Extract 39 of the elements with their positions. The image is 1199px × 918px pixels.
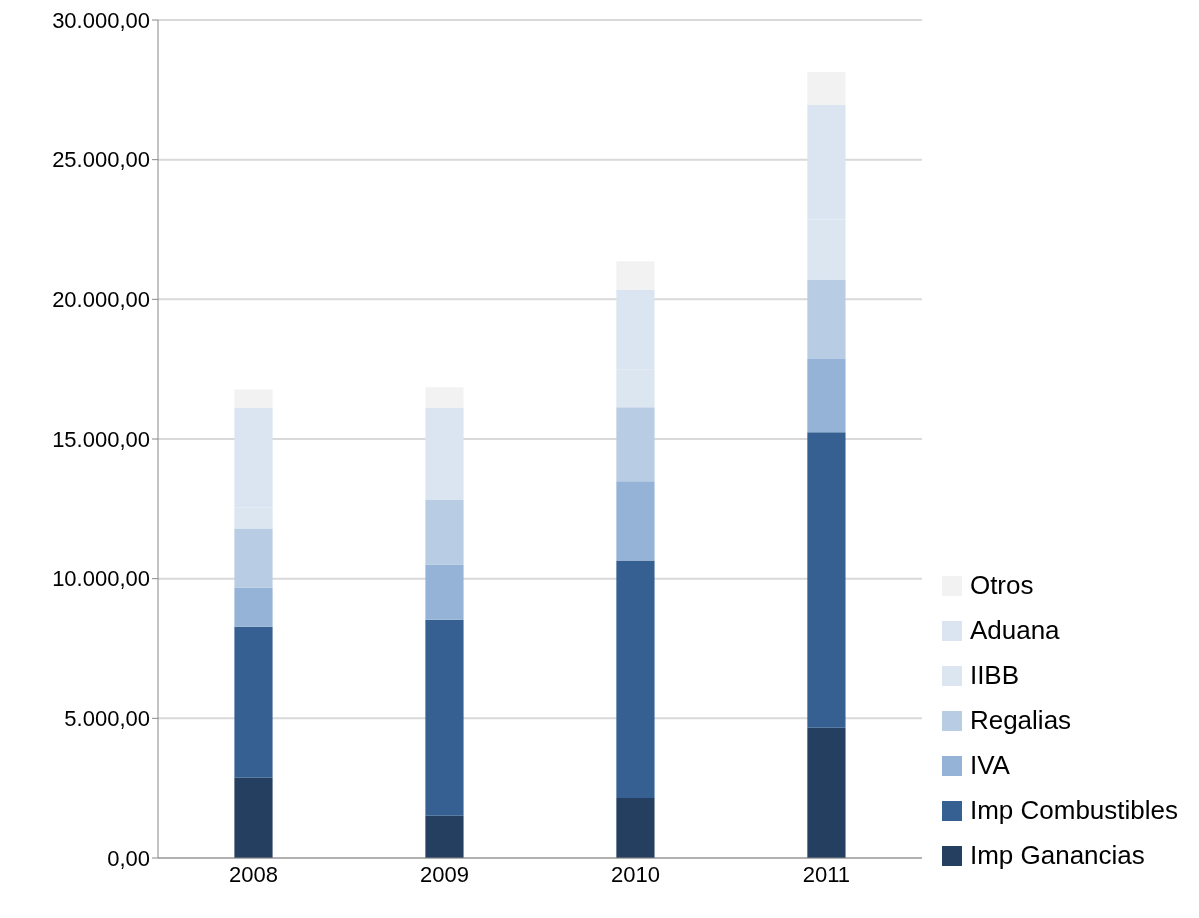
- legend-label: IIBB: [969, 660, 1020, 691]
- bar: [425, 619, 464, 816]
- bar: [425, 387, 464, 408]
- bar: [807, 359, 846, 433]
- bar: [425, 564, 464, 620]
- bar: [425, 499, 464, 565]
- bar: [234, 528, 273, 588]
- bar: [616, 407, 655, 482]
- bar: [234, 777, 273, 858]
- legend-label: Imp Ganancias: [969, 840, 1145, 871]
- y-tick-label: 0,00: [107, 845, 150, 871]
- x-tick-label: 2010: [610, 861, 660, 887]
- x-tick-label: 2011: [802, 861, 851, 887]
- x-tick-label: 2009: [419, 861, 469, 887]
- bar: [616, 481, 655, 561]
- y-tick-label: 20.000,00: [52, 287, 150, 313]
- legend-label: Imp Combustibles: [969, 795, 1178, 826]
- bar: [234, 587, 273, 627]
- bar: [616, 560, 655, 798]
- bar: [807, 727, 846, 858]
- legend-label: IVA: [969, 750, 1010, 781]
- legend-label: Regalias: [969, 705, 1072, 736]
- bar: [425, 407, 464, 500]
- y-tick-label: 25.000,00: [52, 147, 150, 173]
- bar: [616, 261, 655, 291]
- y-tick-label: 15.000,00: [52, 426, 150, 452]
- bar: [616, 797, 655, 858]
- y-tick-label: 30.000,00: [52, 7, 150, 33]
- y-tick-label: 5.000,00: [64, 706, 150, 732]
- bar: [425, 815, 464, 858]
- bar: [234, 389, 273, 408]
- y-tick-label: 10.000,00: [52, 566, 150, 592]
- bar: [234, 626, 273, 778]
- bar: [807, 432, 846, 728]
- bar: [807, 71, 846, 105]
- x-tick-label: 2008: [229, 861, 278, 887]
- legend-label: Otros: [969, 570, 1034, 601]
- legend-label: Aduana: [969, 615, 1060, 646]
- bar: [807, 279, 846, 360]
